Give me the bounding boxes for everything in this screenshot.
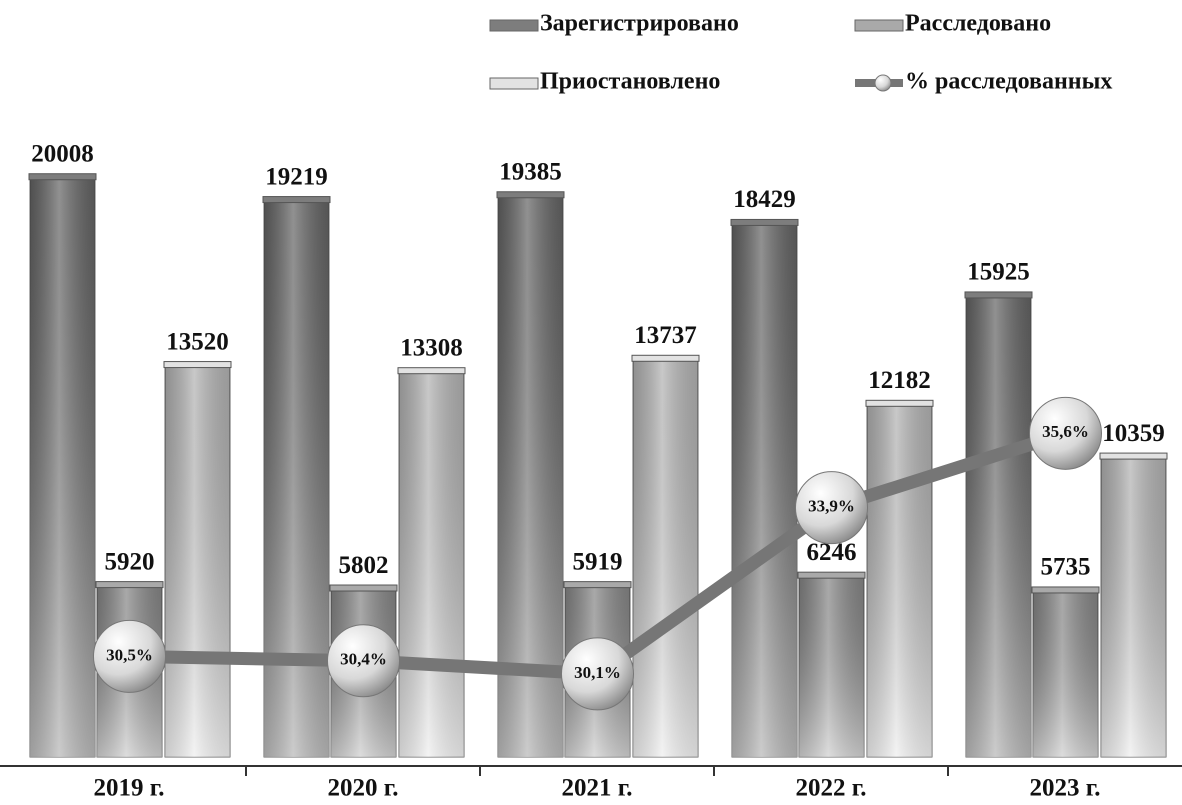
legend: Зарегистрировано Расследовано Приостановле… (489, 11, 1112, 95)
data-label: 35,6% (1042, 422, 1089, 441)
bar-cap (563, 581, 632, 589)
bar-shade (633, 359, 698, 757)
bar-shade (867, 404, 932, 757)
x-tick-label: 2023 г. (1029, 775, 1100, 802)
bar-cap (730, 218, 799, 226)
data-label: 19385 (499, 158, 562, 185)
bar-shade (165, 365, 230, 757)
x-tick-label: 2019 г. (93, 775, 164, 802)
marker (93, 619, 166, 693)
bar-cap (28, 173, 97, 181)
marker (561, 637, 634, 711)
legend-swatch (489, 19, 539, 32)
data-label: 13520 (166, 328, 229, 355)
bar-shade (966, 295, 1031, 757)
bar-cap (163, 361, 232, 369)
data-label: 20008 (31, 140, 94, 167)
data-label: 13737 (634, 322, 697, 349)
data-label: 5919 (573, 548, 623, 575)
bar-cap (865, 399, 934, 407)
bar-cap (1031, 586, 1100, 594)
data-label: 5920 (105, 548, 155, 575)
legend-swatch (489, 77, 539, 90)
legend-label: Приостановлено (540, 69, 720, 95)
bar-cap (496, 191, 565, 199)
data-label: 12182 (868, 367, 931, 394)
x-tick-label: 2021 г. (561, 775, 632, 802)
marker (327, 624, 400, 698)
bar-cap (397, 367, 466, 375)
bar-cap (262, 196, 331, 204)
data-label: 10359 (1102, 420, 1165, 447)
data-label: 13308 (400, 334, 463, 361)
data-label: 33,9% (808, 497, 855, 516)
legend-label: Зарегистрировано (540, 11, 739, 37)
bar-shade (732, 223, 797, 757)
marker (1029, 396, 1102, 470)
data-label: 5802 (339, 552, 389, 579)
bar-cap (1099, 452, 1168, 460)
data-label: 30,5% (106, 645, 153, 664)
data-label: 5735 (1041, 554, 1091, 581)
bar-shade (264, 200, 329, 757)
data-label: 30,4% (340, 650, 387, 669)
legend-swatch (854, 19, 904, 32)
x-tick-label: 2020 г. (327, 775, 398, 802)
data-label: 18429 (733, 186, 796, 213)
bar-cap (631, 354, 700, 362)
x-tick-label: 2022 г. (795, 775, 866, 802)
bar-shade (399, 371, 464, 757)
bar-shade (1033, 590, 1098, 757)
legend-swatch (874, 74, 892, 92)
bar-cap (797, 571, 866, 579)
bar-shade (30, 177, 95, 757)
bar-cap (329, 584, 398, 592)
data-label: 19219 (265, 163, 328, 190)
legend-label: % расследованных (905, 69, 1112, 95)
bar-shade (799, 576, 864, 757)
bar-cap (964, 291, 1033, 299)
bar-cap (95, 581, 164, 589)
legend-label: Расследовано (905, 11, 1051, 37)
marker (795, 471, 868, 545)
bar-shade (1101, 457, 1166, 757)
data-label: 15925 (967, 259, 1030, 286)
data-label: 30,1% (574, 663, 621, 682)
plot: 2019 г. 2020 г. 2021 г. 2022 г. 2023 г. 20008… (0, 140, 1182, 802)
